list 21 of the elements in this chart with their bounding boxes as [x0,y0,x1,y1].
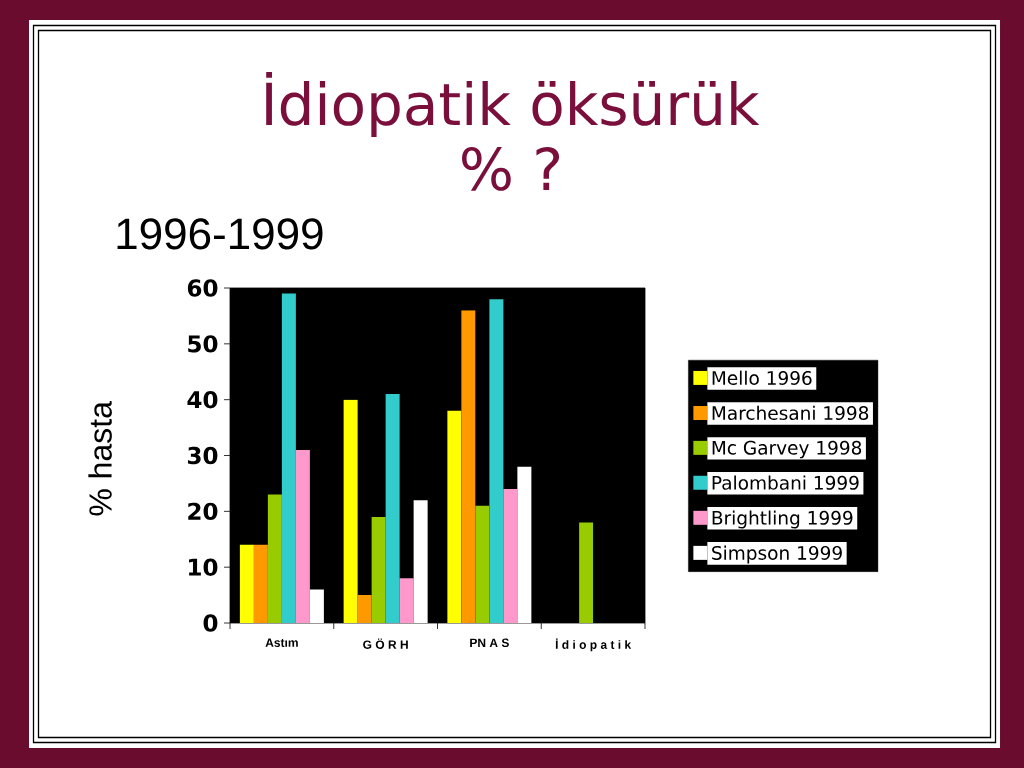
x-tick-label: İ d i o p a t i k [555,638,632,652]
y-tick-label: 10 [189,558,218,576]
chart-subtitle: % ? [462,146,560,191]
text: 1996-1999 [117,218,323,250]
x-tick-label: PN A S [470,638,509,648]
y-axis-title: % hasta [88,401,112,516]
y-tick-label: 20 [188,502,218,521]
legend-label: Palombani 1999 [712,475,859,490]
x-tick-label: Astım [265,638,298,647]
x-tick-label: G Ö R H [363,638,408,649]
chart-title: İdiopatik öksürük [266,71,760,138]
legend-label: Brightling 1999 [712,510,853,529]
legend-label: Mc Garvey 1998 [712,440,862,459]
y-tick-label: 0 [203,614,218,632]
legend-label: Simpson 1999 [712,545,842,564]
legend-label: Mello 1996 [712,370,812,385]
y-tick-label: 60 [187,279,218,297]
y-tick-label: 30 [188,446,218,465]
y-tick-label: 40 [187,390,218,409]
legend-label: Marchesani 1998 [712,405,869,421]
y-tick-label: 50 [188,335,218,353]
